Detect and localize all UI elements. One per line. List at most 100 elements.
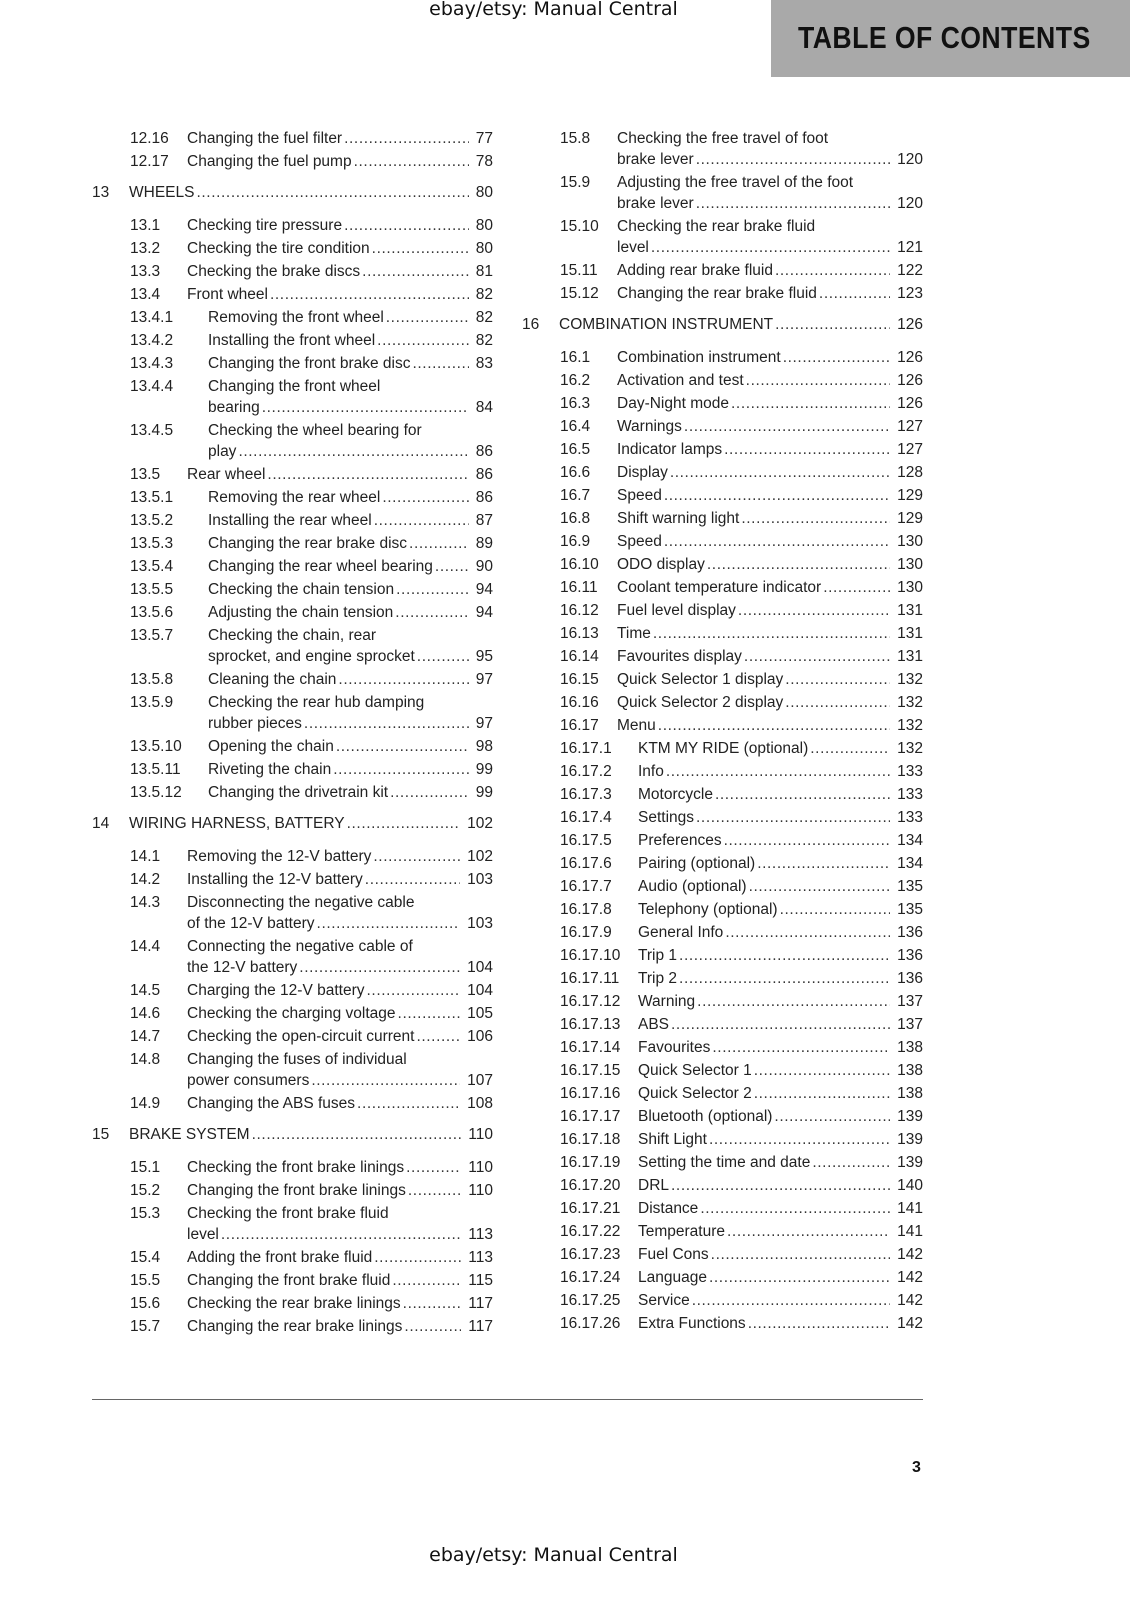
entry-body: Adding rear brake fluid.................… [522,260,923,281]
toc-entry: 16.6 Display.............................… [522,462,923,483]
entry-body: Checking the chain tension..............… [92,579,493,600]
entry-page-number: 138 [897,1085,923,1102]
entry-page-number: 95 [475,648,493,665]
entry-page-number: 86 [475,489,493,506]
entry-title: Removing the 12-V battery [187,848,372,865]
entry-page-number: 99 [475,761,493,778]
toc-entry: 16.17.3 Motorcycle.......................… [522,784,923,805]
entry-title: Changing the rear brake fluid [617,285,817,302]
toc-entry: 13.5.12 Changing the drivetrain kit......… [92,782,493,803]
entry-title: Audio (optional) [638,878,747,895]
entry-last-line: Checking the chain tension..............… [208,579,493,600]
toc-entry: 15.11 Adding rear brake fluid............… [522,260,923,281]
toc-entry: 13.1 Checking tire pressure..............… [92,215,493,236]
entry-title: Charging the 12-V battery [187,982,365,999]
entry-body: Indicator lamps.........................… [522,439,923,460]
entry-number: 16.6 [560,464,591,481]
dot-leader: ........................................… [727,1223,890,1240]
dot-leader: ........................................… [774,1108,891,1125]
toc-entry: 16.11 Coolant temperature indicator......… [522,577,923,598]
entry-title: Telephony (optional) [638,901,778,918]
entry-last-line: Opening the chain.......................… [208,736,493,757]
dot-leader: ........................................… [366,982,461,999]
toc-entry: 14.9 Changing the ABS fuses..............… [92,1093,493,1114]
entry-body: Combination instrument..................… [522,347,923,368]
entry-title: Checking the rear brake linings [187,1295,401,1312]
toc-chapter-entry: 13 WHEELS................................… [92,182,493,203]
entry-last-line: Changing the front brake disc...........… [208,353,493,374]
entry-last-line: Checking the brake discs................… [187,261,493,282]
entry-number: 16.17.18 [560,1131,621,1148]
entry-title: Changing the rear wheel bearing [208,558,433,575]
entry-number: 13.4 [130,286,161,303]
entry-body: Opening the chain.......................… [92,736,493,757]
entry-body: Quick Selector 2 display................… [522,692,923,713]
entry-number: 13.5.1 [130,489,174,506]
entry-body: Changing the front brake linings........… [92,1180,493,1201]
entry-title: Changing the rear brake linings [187,1318,403,1335]
entry-title: Menu [617,717,656,734]
entry-title: the 12-V battery [187,959,298,976]
entry-title: Fuel Cons [638,1246,709,1263]
entry-title-line: Changing the fuses of individual [187,1051,407,1068]
toc-entry: 16.17.1 KTM MY RIDE (optional)...........… [522,738,923,759]
entry-last-line: Changing the rear brake linings.........… [187,1316,493,1337]
entry-title: Temperature [638,1223,726,1240]
entry-last-line: level...................................… [187,1224,493,1245]
toc-entry: 16.17.16 Quick Selector 2................… [522,1083,923,1104]
entry-page-number: 113 [468,1226,493,1243]
entry-body: Changing the fuel filter................… [92,128,493,149]
dot-leader: ........................................… [757,855,890,872]
entry-number: 13.5.6 [130,604,174,621]
entry-page-number: 136 [897,947,923,964]
entry-last-line: Motorcycle..............................… [638,784,923,805]
entry-last-line: Riveting the chain......................… [208,759,493,780]
entry-page-number: 94 [475,604,493,621]
entry-body: Checking the wheel bearing for play......… [92,420,493,462]
entry-number: 14.5 [130,982,161,999]
entry-title-line: Checking the wheel bearing for [208,422,422,439]
entry-page-number: 84 [475,399,493,416]
entry-title: Changing the ABS fuses [187,1095,356,1112]
entry-last-line: Coolant temperature indicator...........… [617,577,923,598]
toc-entry: 14.3 Disconnecting the negative cable of t… [92,892,493,934]
entry-body: Fuel Cons...............................… [522,1244,923,1265]
entry-last-line: Changing the rear brake fluid...........… [617,283,923,304]
entry-page-number: 86 [475,466,493,483]
toc-entry: 16.17.14 Favourites......................… [522,1037,923,1058]
entry-body: Trip 1..................................… [522,945,923,966]
entry-page-number: 126 [897,316,923,333]
toc-chapter-entry: 16 COMBINATION INSTRUMENT................… [522,314,923,335]
dot-leader: ........................................… [397,1005,461,1022]
entry-body: Checking the chain, rear sprocket, and en… [92,625,493,667]
entry-number: 13.4.5 [130,422,174,439]
entry-number: 13.2 [130,240,161,257]
entry-last-line: Changing the fuel pump..................… [187,151,493,172]
dot-leader: ........................................… [196,184,469,201]
entry-page-number: 110 [468,1159,493,1176]
entry-title: Checking the chain tension [208,581,395,598]
dot-leader: ........................................… [700,1200,890,1217]
entry-body: Adding the front brake fluid............… [92,1247,493,1268]
toc-entry: 16.17.6 Pairing (optional)...............… [522,853,923,874]
entry-title: Cleaning the chain [208,671,337,688]
dot-leader: ........................................… [745,372,890,389]
entry-title-line: Checking the rear hub damping [208,694,425,711]
entry-number: 13.5.9 [130,694,174,711]
entry-last-line: Cleaning the chain......................… [208,669,493,690]
entry-number: 16.17.9 [560,924,612,941]
entry-body: Checking the front brake fluid level.....… [92,1203,493,1245]
entry-title: Extra Functions [638,1315,746,1332]
entry-page-number: 134 [897,855,923,872]
dot-leader: ........................................… [747,1315,890,1332]
entry-number: 15.3 [130,1205,161,1222]
entry-body: Speed...................................… [522,531,923,552]
entry-title: Checking tire pressure [187,217,343,234]
toc-entry: 16.17.23 Fuel Cons.......................… [522,1244,923,1265]
entry-title: level [187,1226,219,1243]
entry-number: 16.17.10 [560,947,621,964]
toc-entry: 16.12 Fuel level display.................… [522,600,923,621]
toc-entry: 15.4 Adding the front brake fluid........… [92,1247,493,1268]
entry-number: 14.3 [130,894,161,911]
entry-title: Adding rear brake fluid [617,262,773,279]
